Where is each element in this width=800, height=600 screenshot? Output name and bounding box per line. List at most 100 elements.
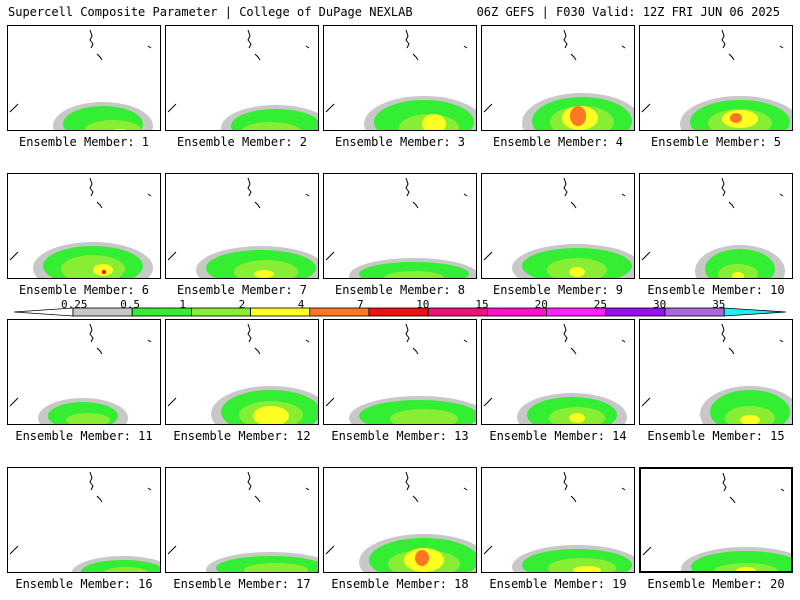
map-svg [483, 177, 634, 278]
coastline [641, 397, 651, 407]
ensemble-member-label: Ensemble Member: 2 [176, 135, 308, 149]
scp-contour-y [740, 415, 760, 424]
scp-contour-l [234, 260, 298, 278]
scp-contour-o [415, 550, 429, 566]
ensemble-map-panel[interactable] [639, 319, 793, 425]
map-svg [483, 323, 627, 424]
ensemble-map-panel[interactable] [165, 319, 319, 425]
ensemble-member-label: Ensemble Member: 13 [331, 429, 469, 443]
ensemble-member-label: Ensemble Member: 11 [15, 429, 153, 443]
coastline [729, 496, 736, 504]
ensemble-member-label: Ensemble Member: 15 [647, 429, 785, 443]
ensemble-member-label: Ensemble Member: 9 [492, 283, 624, 297]
map-svg [167, 471, 318, 572]
coastline [9, 103, 19, 113]
coastline [412, 347, 419, 355]
map-svg [167, 323, 318, 424]
coastline [247, 471, 252, 491]
ensemble-map-panel[interactable] [481, 467, 635, 573]
ensemble-member-label: Ensemble Member: 8 [334, 283, 466, 297]
colorbar-tick-label: 1 [179, 298, 187, 311]
coastline [721, 323, 726, 343]
scp-contour-l [718, 264, 758, 278]
map-svg [641, 177, 785, 278]
colorbar-tick-label: 0.5 [120, 298, 141, 311]
ensemble-map-panel[interactable] [7, 467, 161, 573]
ensemble-member-label: Ensemble Member: 7 [176, 283, 308, 297]
coastline [463, 487, 468, 491]
map-svg [325, 177, 476, 278]
coastline [305, 193, 310, 197]
ensemble-map-panel[interactable] [323, 467, 477, 573]
ensemble-map-panel[interactable] [481, 25, 635, 131]
coastline [621, 339, 626, 343]
ensemble-map-panel[interactable] [639, 25, 793, 131]
coastline [147, 487, 152, 491]
ensemble-map-panel[interactable] [165, 467, 319, 573]
scp-contour-y [93, 264, 113, 276]
scp-contour-y [732, 272, 744, 278]
coastline [463, 45, 468, 49]
coastline [96, 495, 103, 503]
coastline [621, 487, 626, 491]
colorbar-tick-label: 15 [475, 298, 489, 311]
scp-contour-l [244, 563, 308, 572]
coastline [89, 29, 94, 49]
colorbar-tick-label: 30 [653, 298, 667, 311]
ensemble-map-panel[interactable] [639, 173, 793, 279]
colorbar-tick-label: 2 [238, 298, 246, 311]
ensemble-member-label: Ensemble Member: 17 [173, 577, 311, 591]
coastline [89, 177, 94, 197]
coastline [483, 397, 493, 407]
coastline [570, 347, 577, 355]
ensemble-map-panel[interactable] [481, 173, 635, 279]
scp-contour-g [359, 262, 469, 278]
ensemble-map-panel[interactable] [165, 25, 319, 131]
coastline [570, 201, 577, 209]
coastline [147, 339, 152, 343]
model-run-info: 06Z GEFS | F030 Valid: 12Z FRI JUN 06 20… [476, 5, 780, 19]
coastline [463, 339, 468, 343]
map-svg [325, 29, 476, 130]
coastline [405, 29, 410, 49]
colorbar-tick-label: 0.25 [61, 298, 88, 311]
coastline [9, 397, 19, 407]
ensemble-map-panel[interactable] [639, 467, 793, 573]
colorbar-segment [723, 307, 787, 317]
coastline [779, 45, 784, 49]
scp-contour-y [112, 129, 128, 130]
ensemble-member-label: Ensemble Member: 18 [331, 577, 469, 591]
ensemble-member-label: Ensemble Member: 19 [489, 577, 627, 591]
map-svg [9, 177, 153, 278]
scp-contour-l [384, 271, 444, 278]
scp-contour-l [103, 567, 149, 572]
coastline [325, 103, 335, 113]
coastline [325, 251, 335, 261]
map-svg [641, 29, 792, 130]
coastline [641, 251, 651, 261]
page-title: Supercell Composite Parameter | College … [8, 5, 413, 19]
ensemble-member-label: Ensemble Member: 1 [18, 135, 150, 149]
coastline [563, 177, 568, 197]
ensemble-map-panel[interactable] [323, 25, 477, 131]
coastline [621, 193, 626, 197]
ensemble-map-panel[interactable] [323, 173, 477, 279]
coastline [728, 201, 735, 209]
scp-contour-l [390, 409, 458, 424]
ensemble-map-panel[interactable] [7, 319, 161, 425]
scp-contour-r [102, 270, 106, 274]
coastline [167, 251, 177, 261]
ensemble-member-label: Ensemble Member: 5 [650, 135, 782, 149]
ensemble-member-label: Ensemble Member: 6 [18, 283, 150, 297]
ensemble-map-panel[interactable] [165, 173, 319, 279]
ensemble-map-panel[interactable] [7, 173, 161, 279]
ensemble-map-panel[interactable] [481, 319, 635, 425]
coastline [254, 495, 261, 503]
colorbar-tick-label: 20 [534, 298, 548, 311]
ensemble-map-panel[interactable] [323, 319, 477, 425]
coastline [405, 471, 410, 491]
map-svg [325, 323, 476, 424]
coastline [305, 45, 310, 49]
colorbar-tick-label: 35 [712, 298, 726, 311]
ensemble-map-panel[interactable] [7, 25, 161, 131]
